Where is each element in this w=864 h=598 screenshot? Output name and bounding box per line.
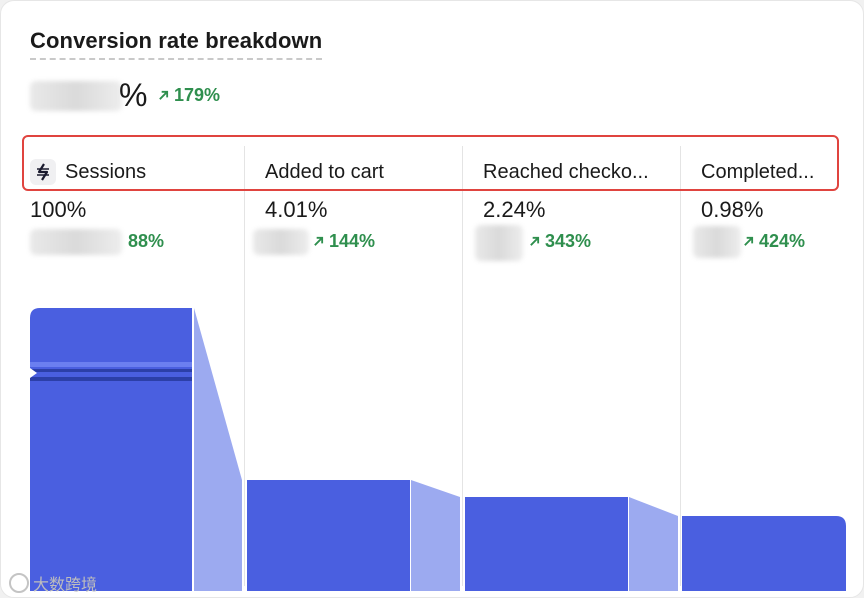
headline-percent-sign: % (119, 77, 148, 113)
redacted-value (693, 226, 741, 258)
sessions-icon (30, 159, 56, 185)
redacted-value (253, 229, 309, 255)
watermark-text: 大数跨境 (33, 575, 98, 594)
step-value-added-to-cart: 4.01% (265, 197, 328, 222)
step-label-completed[interactable]: Completed... (701, 161, 815, 183)
watermark: 大数跨境 (9, 571, 97, 595)
step-trend-reached-checkout: 343% (529, 231, 591, 252)
step-value-completed: 0.98% (701, 197, 764, 222)
step-trend-value: 343% (545, 231, 592, 251)
column-divider (680, 146, 681, 586)
step-trend-added-to-cart: 144% (313, 231, 375, 252)
step-trend-value: 424% (759, 231, 806, 251)
headline-trend-value: 179% (174, 85, 221, 105)
funnel-connector (194, 308, 242, 591)
step-trend-value: 144% (329, 231, 376, 251)
funnel-bar-added-to-cart[interactable] (247, 480, 410, 591)
step-headers-highlight (22, 135, 839, 191)
headline-trend: 179% (158, 85, 220, 106)
step-label-added-to-cart[interactable]: Added to cart (265, 161, 384, 183)
funnel-connector (411, 480, 460, 591)
axis-break-icon (30, 362, 192, 381)
trend-up-arrow-icon (314, 236, 324, 246)
watermark-logo-icon (9, 573, 29, 593)
card-title[interactable]: Conversion rate breakdown (30, 28, 323, 60)
step-value-reached-checkout: 2.24% (483, 197, 546, 222)
redacted-value (30, 229, 122, 255)
step-trend-sessions: 88% (128, 231, 165, 251)
redacted-value (30, 81, 122, 111)
column-divider (244, 146, 245, 586)
trend-up-arrow-icon (159, 90, 169, 100)
funnel-chart (30, 308, 846, 591)
column-divider (462, 146, 463, 586)
funnel-bar-sessions[interactable] (30, 308, 192, 591)
step-trend-completed: 424% (743, 231, 805, 252)
funnel-bar-reached-checkout[interactable] (465, 497, 628, 591)
redacted-value (475, 225, 523, 261)
trend-up-arrow-icon (530, 236, 540, 246)
step-label-reached-checkout[interactable]: Reached checko... (483, 161, 649, 183)
funnel-bar-completed[interactable] (682, 516, 846, 591)
step-label-sessions[interactable]: Sessions (65, 161, 147, 183)
funnel-connector (629, 497, 678, 591)
trend-up-arrow-icon (744, 236, 754, 246)
step-value-sessions: 100% (30, 197, 87, 222)
